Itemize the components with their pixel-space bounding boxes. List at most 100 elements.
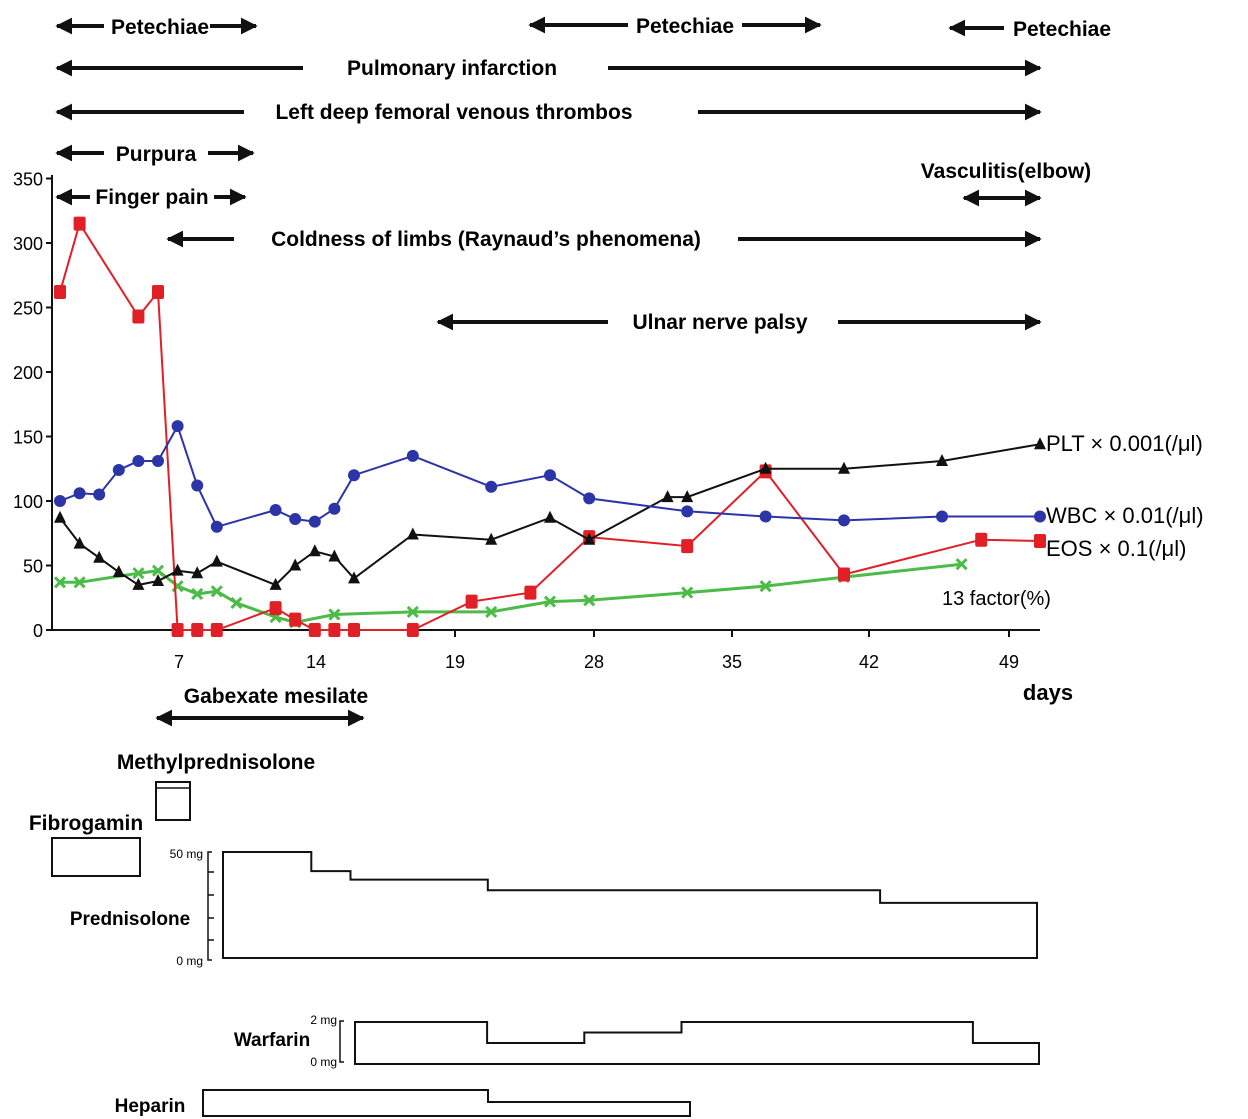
data-point bbox=[348, 623, 360, 637]
treatment-heparin: Heparin bbox=[115, 1089, 691, 1117]
data-point bbox=[1034, 437, 1046, 450]
y-tick-label: 250 bbox=[13, 299, 43, 319]
treatment-label: Warfarin bbox=[234, 1030, 310, 1051]
event-petechiae-3: Petechiae bbox=[948, 18, 1111, 41]
data-point bbox=[1034, 533, 1046, 548]
event-finger-pain: Finger pain bbox=[55, 186, 247, 209]
data-point bbox=[328, 549, 341, 562]
warfarin-dose-step bbox=[354, 1021, 1040, 1065]
data-point bbox=[661, 490, 674, 503]
y-ticks: 0 50 100 150 200 250 300 350 bbox=[13, 170, 52, 641]
series-factor13 bbox=[53, 558, 968, 629]
data-point bbox=[230, 596, 243, 609]
data-point bbox=[132, 577, 145, 590]
data-point bbox=[289, 558, 302, 571]
event-label: Coldness of limbs (Raynaud’s phenomena) bbox=[271, 228, 701, 251]
series-line-plt bbox=[59, 443, 1041, 587]
data-point bbox=[406, 605, 419, 619]
data-point bbox=[269, 504, 282, 517]
event-label: Finger pain bbox=[95, 186, 208, 209]
data-point bbox=[210, 520, 223, 533]
heparin-bar bbox=[202, 1089, 691, 1117]
series-group bbox=[53, 216, 1046, 637]
data-point bbox=[681, 505, 694, 518]
series-plt bbox=[54, 437, 1046, 590]
data-point bbox=[1034, 510, 1046, 523]
data-point bbox=[936, 510, 948, 523]
data-point bbox=[348, 571, 360, 584]
treatment-gabexate: Gabexate mesilate bbox=[155, 685, 368, 727]
treatment-prednisolone: Prednisolone 50 mg 0 mg bbox=[70, 847, 1038, 968]
data-point bbox=[73, 487, 86, 500]
methylprednisolone-bar bbox=[155, 781, 191, 821]
data-point bbox=[681, 586, 694, 599]
data-point bbox=[269, 601, 282, 616]
data-point bbox=[191, 566, 204, 579]
data-point bbox=[171, 420, 184, 433]
y-tick-label: 350 bbox=[13, 170, 43, 190]
data-point bbox=[53, 576, 67, 589]
x-tick-label: 7 bbox=[174, 652, 184, 672]
data-point bbox=[838, 461, 850, 474]
data-point bbox=[112, 564, 125, 577]
data-point bbox=[73, 216, 86, 231]
event-label: Petechiae bbox=[111, 16, 209, 39]
data-point bbox=[838, 567, 850, 582]
data-point bbox=[151, 564, 165, 577]
x-ticks: 7 14 19 28 35 42 49 bbox=[174, 630, 1019, 672]
x-tick-label: 14 bbox=[306, 652, 326, 672]
data-point bbox=[73, 536, 86, 549]
data-point bbox=[152, 573, 164, 586]
data-point bbox=[975, 532, 988, 547]
data-point bbox=[583, 492, 596, 505]
dose-max-label: 2 mg bbox=[310, 1013, 337, 1027]
treatment-fibrogamin: Fibrogamin bbox=[29, 812, 143, 877]
data-point bbox=[583, 532, 596, 545]
series-eos bbox=[54, 216, 1046, 637]
data-point bbox=[308, 623, 321, 637]
data-point bbox=[759, 510, 772, 523]
data-point bbox=[210, 554, 223, 567]
x-tick-label: 35 bbox=[722, 652, 742, 672]
data-point bbox=[171, 623, 184, 637]
event-label: Pulmonary infarction bbox=[347, 57, 557, 80]
treatment-label: Gabexate mesilate bbox=[184, 685, 368, 708]
y-tick-label: 100 bbox=[13, 492, 43, 512]
x-tick-label: 42 bbox=[859, 652, 879, 672]
data-point bbox=[838, 514, 850, 527]
data-point bbox=[112, 464, 125, 477]
event-coldness-of-limbs: Coldness of limbs (Raynaud’s phenomena) bbox=[166, 228, 1042, 251]
dose-min-label: 0 mg bbox=[176, 954, 203, 968]
legend-labels: PLT × 0.001(/μl) WBC × 0.01(/μl) EOS × 0… bbox=[942, 431, 1204, 610]
series-wbc bbox=[54, 420, 1046, 533]
event-label: Petechiae bbox=[636, 15, 734, 38]
data-point bbox=[681, 539, 694, 554]
dose-scale bbox=[207, 851, 214, 961]
x-tick-label: 19 bbox=[445, 652, 465, 672]
data-point bbox=[406, 623, 419, 637]
data-point bbox=[406, 449, 419, 462]
event-label: Petechiae bbox=[1013, 18, 1111, 41]
prednisolone-dose-step bbox=[222, 851, 1038, 959]
x-axis-label: days bbox=[1023, 680, 1073, 705]
series-label-factor13: 13 factor(%) bbox=[942, 588, 1051, 610]
data-point bbox=[544, 469, 556, 482]
data-point bbox=[308, 515, 321, 528]
data-point bbox=[152, 455, 164, 468]
data-point bbox=[485, 480, 498, 493]
data-point bbox=[759, 461, 772, 474]
data-point bbox=[465, 594, 478, 609]
data-point bbox=[132, 309, 145, 324]
x-tick-label: 49 bbox=[999, 652, 1019, 672]
fibrogamin-bar bbox=[51, 837, 141, 877]
data-point bbox=[681, 490, 694, 503]
lab-values-chart: 0 50 100 150 200 250 300 350 7 14 19 28 35 42 49 days… bbox=[13, 170, 1204, 706]
data-point bbox=[328, 608, 341, 621]
data-point bbox=[210, 585, 223, 598]
event-label: Purpura bbox=[116, 143, 197, 166]
series-label-wbc: WBC × 0.01(/μl) bbox=[1046, 503, 1204, 528]
data-point bbox=[328, 502, 341, 515]
treatment-warfarin: Warfarin 2 mg 0 mg bbox=[234, 1013, 1040, 1069]
data-point bbox=[936, 454, 948, 467]
